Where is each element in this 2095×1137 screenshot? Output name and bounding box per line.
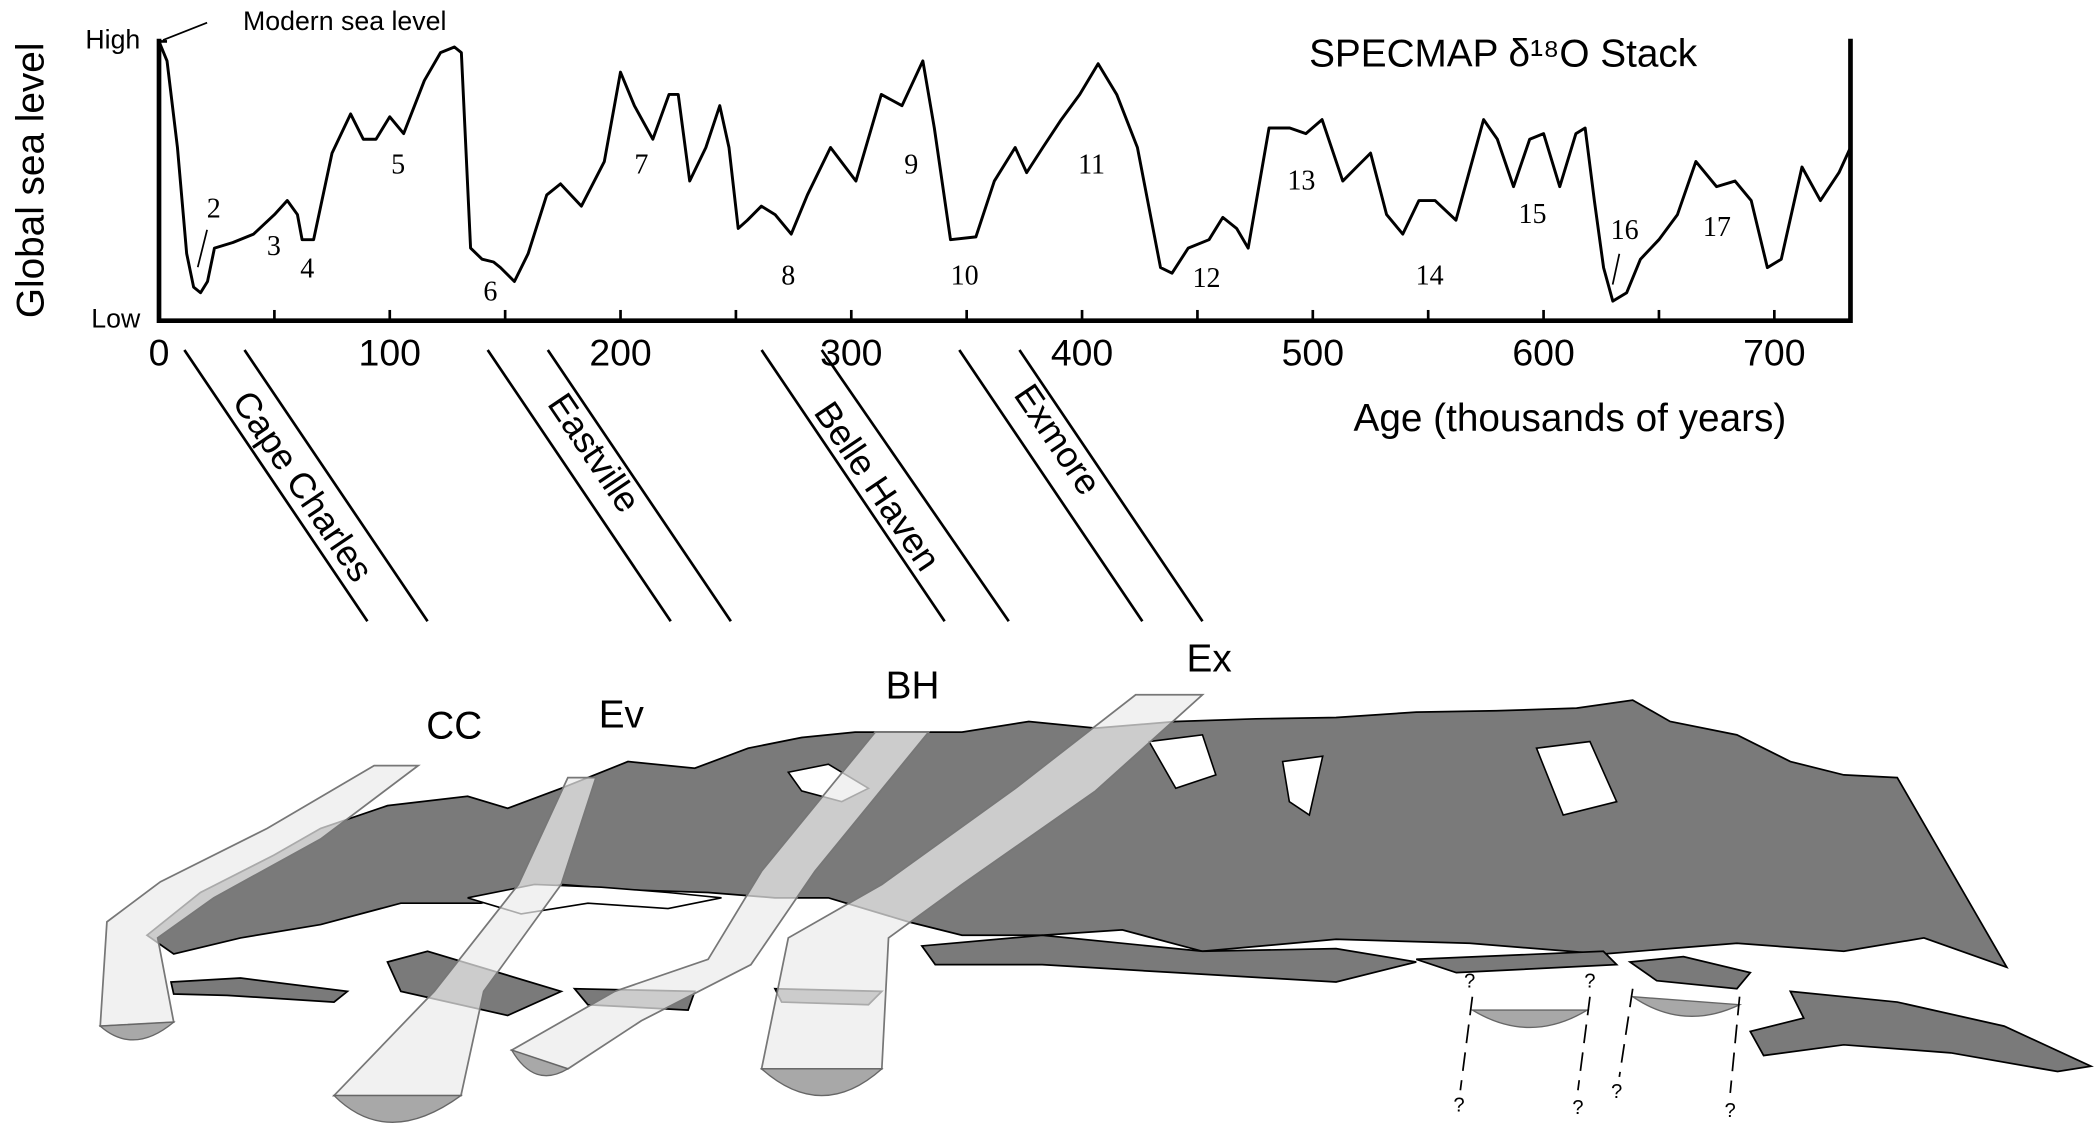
unit-abbreviation: CC (426, 704, 482, 747)
land-strip (1748, 990, 2094, 1073)
connector (546, 349, 732, 623)
unit-band (99, 764, 421, 1028)
connector (760, 349, 946, 623)
x-tick-label: 200 (589, 331, 651, 373)
x-tick-label: 400 (1051, 331, 1113, 373)
x-tick-label: 100 (359, 331, 421, 373)
land-mass (145, 699, 2009, 969)
question-mark: ? (1584, 970, 1595, 992)
annotation: 4 (300, 254, 314, 285)
leader-line (162, 21, 208, 41)
dashed-line (1459, 996, 1474, 1091)
connector (820, 349, 1010, 623)
sea-level-curve (157, 40, 1852, 303)
x-tick-label: 500 (1282, 331, 1344, 373)
unit-abbreviation: Ev (599, 694, 645, 737)
x-tick-label: 600 (1512, 331, 1574, 373)
question-mark: ? (1453, 1095, 1464, 1117)
annotation: 7 (634, 149, 648, 180)
annotation: 6 (483, 276, 497, 307)
land-strip (1627, 955, 1752, 990)
y-tick-label: Low (91, 304, 141, 334)
dashed-line (1577, 996, 1591, 1091)
connector (243, 349, 429, 623)
unit-band (760, 693, 1205, 1070)
unit-connectors (183, 349, 1204, 623)
bay (1281, 755, 1324, 817)
connector (1018, 349, 1204, 623)
annotation: 12 (1192, 263, 1220, 294)
unit-base (98, 1021, 176, 1041)
x-tick-label: 0 (149, 331, 170, 373)
land-strip (169, 977, 350, 1003)
annotation: 16 (1611, 215, 1639, 246)
connector (183, 349, 369, 623)
annotation: 10 (951, 260, 979, 291)
dashed-line (1729, 996, 1741, 1093)
annotation: 14 (1416, 260, 1444, 291)
channel-fill (1469, 1009, 1590, 1029)
unit-band (331, 776, 598, 1097)
unit-base (332, 1094, 464, 1123)
y-tick-label: High (85, 24, 140, 54)
land-strip (920, 934, 1417, 983)
annotation: 11 (1078, 149, 1105, 180)
question-mark: ? (1572, 1097, 1583, 1119)
axis-frame (156, 38, 1853, 323)
annotation: 13 (1287, 165, 1315, 196)
question-mark: ? (1464, 970, 1475, 992)
leader-line (196, 229, 208, 268)
annotation: 17 (1703, 212, 1731, 243)
channel-fill (1630, 995, 1743, 1017)
unit-abbreviation: Ex (1187, 638, 1232, 681)
annotation: 3 (267, 231, 281, 262)
bay (1147, 733, 1217, 790)
unit-name: Cape Charles (224, 383, 381, 589)
annotation: 15 (1518, 199, 1546, 230)
x-tick-label: 700 (1743, 331, 1805, 373)
unit-abbreviation: BH (886, 664, 940, 707)
annotation: Modern sea level (243, 6, 446, 36)
map (98, 693, 2094, 1123)
unit-base (510, 1048, 570, 1077)
unit-base (759, 1068, 884, 1097)
dashed-line (1618, 988, 1634, 1078)
chart-title: SPECMAP δ¹⁸O Stack (1309, 32, 1698, 75)
bay (1535, 740, 1618, 816)
connector (486, 349, 672, 623)
unit-band (509, 731, 931, 1070)
leader-line (1611, 253, 1621, 285)
y-axis-label: Global sea level (10, 43, 53, 319)
annotation: 5 (391, 149, 405, 180)
question-mark: ? (1725, 1100, 1736, 1122)
x-tick-label: 300 (820, 331, 882, 373)
annotation: 8 (781, 260, 795, 291)
x-axis-label: Age (thousands of years) (1354, 397, 1787, 440)
question-mark: ? (1611, 1081, 1622, 1103)
annotation: 2 (207, 194, 221, 225)
land-strip (1415, 950, 1619, 974)
unit-name: Belle Haven (806, 394, 949, 578)
connector (958, 349, 1144, 623)
unit-name: Exmore (1006, 376, 1109, 502)
annotation: 9 (904, 149, 918, 180)
